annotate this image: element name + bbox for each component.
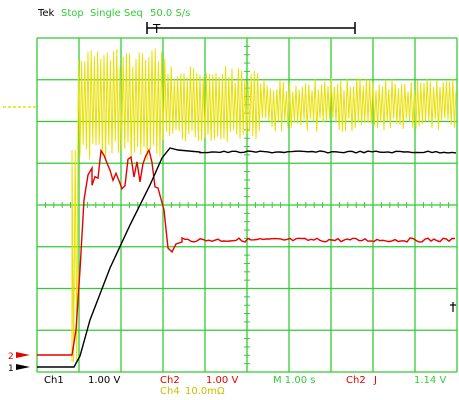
svg-text:2: 2 — [8, 352, 14, 362]
sample-rate: 50.0 S/s — [150, 8, 191, 19]
ch1-waveform — [37, 147, 457, 368]
timebase-readout: M 1.00 s — [273, 375, 316, 386]
trigger-level-marker — [450, 302, 456, 312]
ch2-scale: 1.00 V — [206, 375, 239, 386]
ch1-ground-marker: 1 — [8, 364, 30, 374]
record-position-bar: T — [146, 22, 356, 36]
acquisition-mode: Single Seq — [90, 8, 143, 19]
ch2-waveform — [37, 148, 455, 356]
ch4-waveform — [71, 48, 457, 363]
ch2-ground-marker: 2 — [8, 352, 30, 362]
brand-label: Tek — [38, 8, 55, 19]
svg-text:1: 1 — [8, 364, 14, 374]
trigger-level: 1.14 V — [414, 375, 447, 386]
trigger-position-marker: T — [152, 22, 161, 36]
ch2-label: Ch2 — [160, 375, 180, 386]
ch4-scale: 10.0mΩ — [185, 386, 225, 397]
trigger-source: Ch2 — [346, 375, 366, 386]
trigger-slope: J — [374, 375, 377, 386]
ch1-label: Ch1 — [44, 375, 64, 386]
ch4-label: Ch4 — [160, 386, 180, 397]
ch1-scale: 1.00 V — [88, 375, 121, 386]
acquisition-state: Stop — [61, 8, 84, 19]
